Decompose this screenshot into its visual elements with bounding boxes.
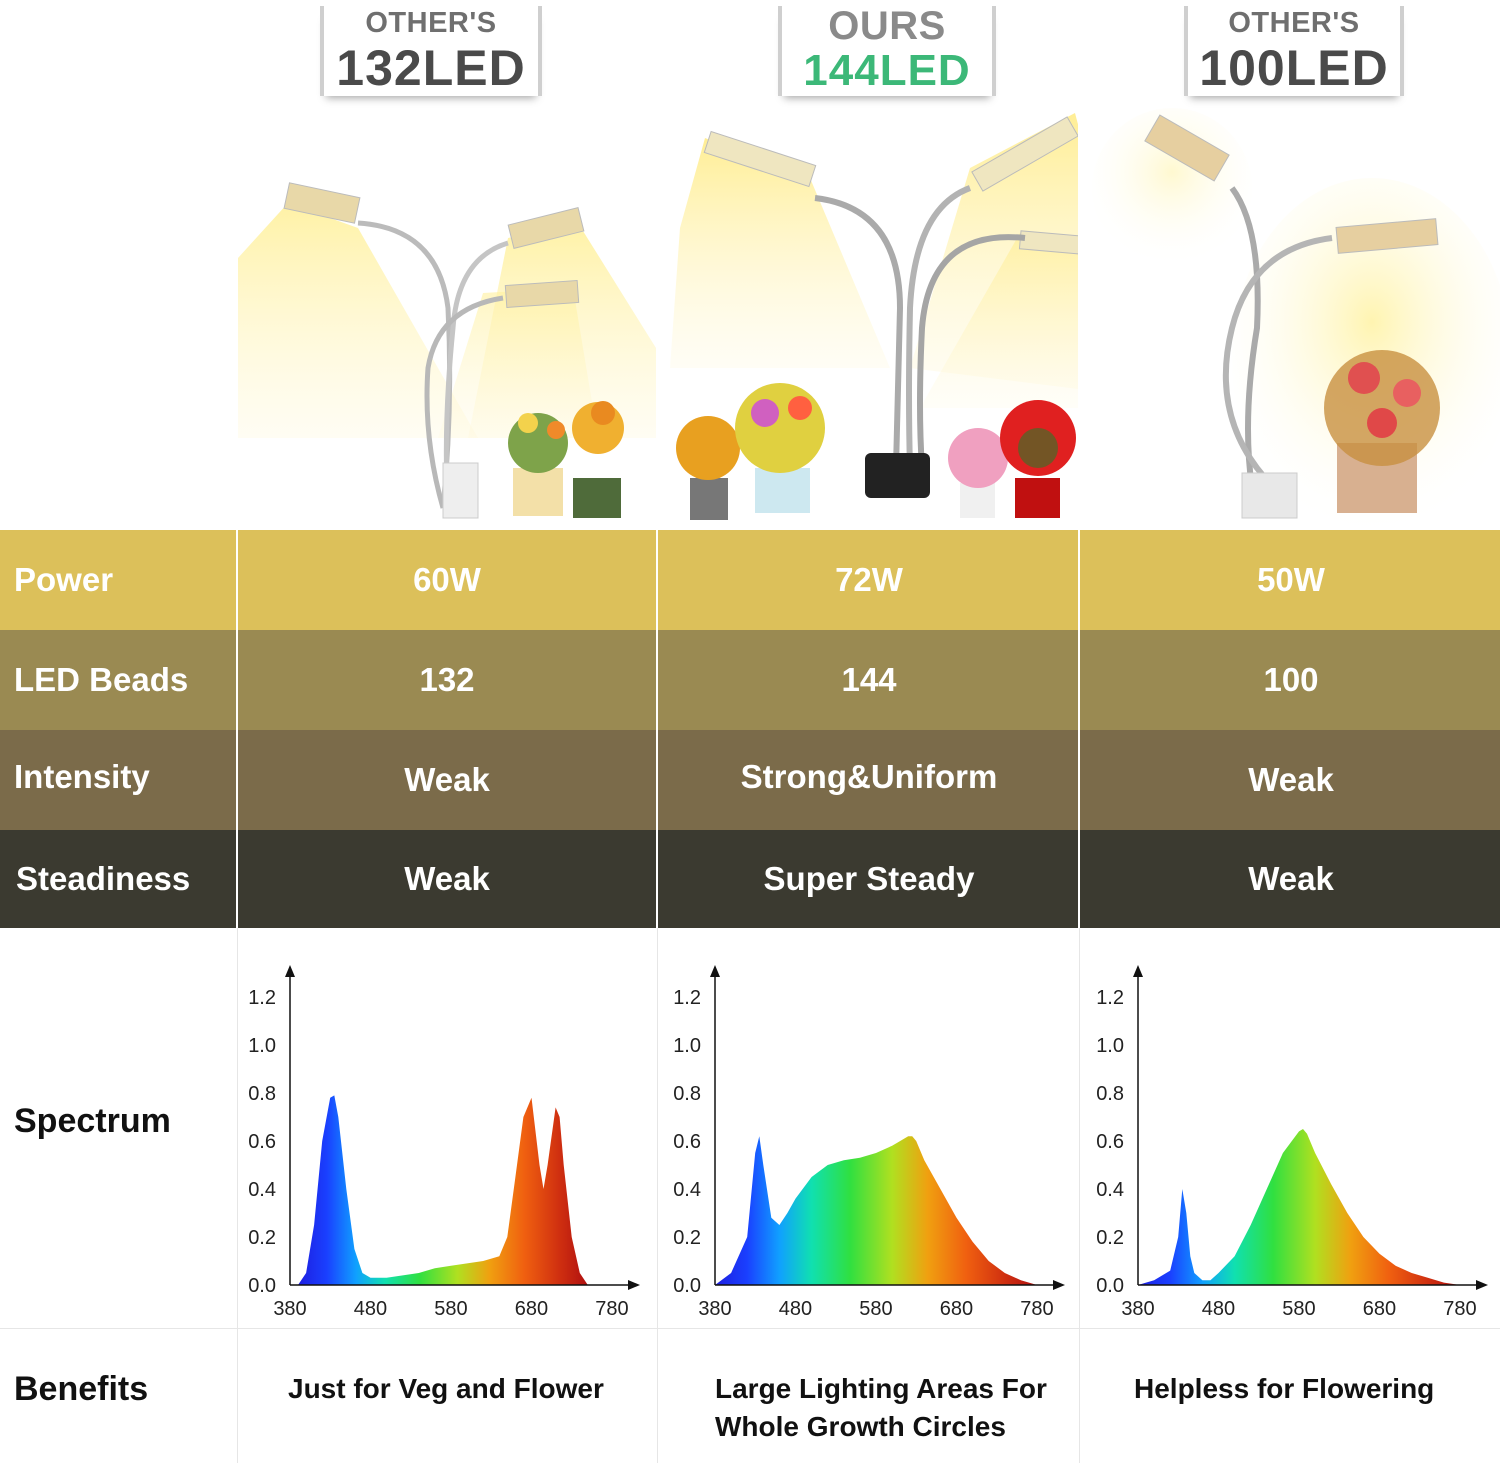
x-tick-label: 580 bbox=[1282, 1298, 1315, 1320]
x-axis-arrow bbox=[1476, 1280, 1488, 1290]
power-value-100led: 50W bbox=[1257, 561, 1325, 598]
row-label-intensity: Intensity bbox=[14, 758, 150, 795]
product-photo-144led bbox=[660, 108, 1078, 528]
x-tick-label: 380 bbox=[698, 1298, 731, 1320]
header-label-big: 100LED bbox=[1199, 40, 1389, 96]
y-tick-label: 0.0 bbox=[673, 1275, 701, 1297]
y-tick-label: 0.8 bbox=[673, 1083, 701, 1105]
led-beads-row: LED Beads 132 144 100 bbox=[0, 630, 1500, 730]
led-beads-value-132led: 132 bbox=[419, 661, 475, 698]
header-others-132: OTHER'S 132LED bbox=[320, 6, 542, 96]
benefit-text-132led: Just for Veg and Flower bbox=[288, 1370, 604, 1408]
benefit-line: Just for Veg and Flower bbox=[288, 1373, 604, 1404]
y-tick-label: 0.2 bbox=[1096, 1227, 1124, 1249]
y-tick-label: 0.0 bbox=[248, 1275, 276, 1297]
power-value-144led: 72W bbox=[835, 561, 903, 598]
header-label-small: OTHER'S bbox=[1228, 7, 1360, 39]
intensity-value-132led: Weak bbox=[404, 761, 490, 798]
x-axis-arrow bbox=[1053, 1280, 1065, 1290]
x-tick-label: 580 bbox=[859, 1298, 892, 1320]
y-tick-label: 0.0 bbox=[1096, 1275, 1124, 1297]
y-axis-arrow bbox=[1133, 965, 1143, 977]
benefit-text-144led: Large Lighting Areas For Whole Growth Ci… bbox=[715, 1370, 1047, 1446]
header-label-big: 144LED bbox=[803, 46, 971, 95]
product-photo-100led bbox=[1082, 108, 1500, 528]
intensity-row: Intensity Weak Strong&Uniform Weak bbox=[0, 730, 1500, 830]
steadiness-value-132led: Weak bbox=[404, 860, 490, 897]
y-tick-label: 0.6 bbox=[673, 1131, 701, 1153]
led-beads-value-100led: 100 bbox=[1263, 661, 1319, 698]
x-tick-label: 680 bbox=[1363, 1298, 1396, 1320]
spectrum-chart-144led: 0.0 0.2 0.4 0.6 0.8 1.0 1.2 380 480 580 680 780 bbox=[667, 955, 1077, 1325]
x-tick-label: 780 bbox=[595, 1298, 628, 1320]
row-label-steadiness: Steadiness bbox=[16, 860, 191, 897]
header-label-big: 132LED bbox=[336, 40, 526, 96]
spectrum-svg: 0.0 0.2 0.4 0.6 0.8 1.0 1.2 380 480 580 680 780 bbox=[248, 965, 640, 1320]
steadiness-value-100led: Weak bbox=[1248, 860, 1334, 897]
y-tick-label: 1.0 bbox=[1096, 1035, 1124, 1057]
y-tick-label: 1.0 bbox=[248, 1035, 276, 1057]
steadiness-value-144led: Super Steady bbox=[763, 860, 975, 897]
y-tick-label: 0.4 bbox=[1096, 1179, 1124, 1201]
column-divider bbox=[236, 530, 238, 928]
y-tick-label: 0.6 bbox=[1096, 1131, 1124, 1153]
column-divider bbox=[1078, 530, 1080, 928]
spectrum-area bbox=[715, 1136, 1037, 1285]
power-row: Power 60W 72W 50W bbox=[0, 530, 1500, 630]
row-label-power: Power bbox=[14, 561, 114, 598]
led-beads-value-144led: 144 bbox=[841, 661, 897, 698]
y-tick-label: 0.2 bbox=[673, 1227, 701, 1249]
spectrum-svg: 0.0 0.2 0.4 0.6 0.8 1.0 1.2 380 480 580 680 780 bbox=[1096, 965, 1488, 1320]
row-divider bbox=[0, 1328, 1500, 1329]
intensity-value-144led: Strong&Uniform bbox=[740, 758, 998, 795]
y-axis-arrow bbox=[710, 965, 720, 977]
x-tick-label: 480 bbox=[354, 1298, 387, 1320]
x-axis-arrow bbox=[628, 1280, 640, 1290]
benefit-line: Whole Growth Circles bbox=[715, 1411, 1006, 1442]
y-tick-label: 1.2 bbox=[673, 987, 701, 1009]
x-tick-label: 580 bbox=[434, 1298, 467, 1320]
y-tick-label: 1.2 bbox=[248, 987, 276, 1009]
y-tick-label: 0.4 bbox=[673, 1179, 701, 1201]
x-tick-label: 780 bbox=[1020, 1298, 1053, 1320]
spectrum-chart-100led: 0.0 0.2 0.4 0.6 0.8 1.0 1.2 380 480 580 680 780 bbox=[1090, 955, 1500, 1325]
product-photo-132led bbox=[238, 108, 656, 528]
column-divider bbox=[657, 928, 658, 1463]
header-label-small: OURS bbox=[828, 4, 946, 48]
spectrum-area bbox=[298, 1095, 588, 1285]
power-value-132led: 60W bbox=[413, 561, 481, 598]
x-tick-label: 480 bbox=[779, 1298, 812, 1320]
benefit-line: Helpless for Flowering bbox=[1134, 1373, 1435, 1404]
column-divider bbox=[656, 530, 658, 928]
spectrum-chart-132led: 0.0 0.2 0.4 0.6 0.8 1.0 1.2 380 480 580 680 780 bbox=[242, 955, 652, 1325]
row-label-benefits: Benefits bbox=[14, 1370, 149, 1408]
y-tick-label: 0.2 bbox=[248, 1227, 276, 1249]
spectrum-svg: 0.0 0.2 0.4 0.6 0.8 1.0 1.2 380 480 580 680 780 bbox=[673, 965, 1065, 1320]
x-tick-label: 380 bbox=[1121, 1298, 1154, 1320]
x-tick-label: 680 bbox=[515, 1298, 548, 1320]
intensity-value-100led: Weak bbox=[1248, 761, 1334, 798]
y-tick-label: 1.2 bbox=[1096, 987, 1124, 1009]
row-label-spectrum: Spectrum bbox=[14, 1102, 171, 1140]
x-tick-label: 480 bbox=[1202, 1298, 1235, 1320]
benefit-text-100led: Helpless for Flowering bbox=[1134, 1370, 1434, 1408]
steadiness-row: Steadiness Weak Super Steady Weak bbox=[0, 830, 1500, 928]
x-tick-label: 380 bbox=[273, 1298, 306, 1320]
y-tick-label: 0.6 bbox=[248, 1131, 276, 1153]
y-tick-label: 1.0 bbox=[673, 1035, 701, 1057]
header-label-small: OTHER'S bbox=[365, 7, 497, 39]
column-divider bbox=[237, 928, 238, 1463]
header-ours-144: OURS 144LED bbox=[778, 6, 996, 96]
x-tick-label: 780 bbox=[1443, 1298, 1476, 1320]
header-others-100: OTHER'S 100LED bbox=[1184, 6, 1404, 96]
column-divider bbox=[1079, 928, 1080, 1463]
y-tick-label: 0.8 bbox=[1096, 1083, 1124, 1105]
benefit-line: Large Lighting Areas For bbox=[715, 1373, 1047, 1404]
spectrum-area bbox=[1138, 1129, 1460, 1285]
y-tick-label: 0.4 bbox=[248, 1179, 276, 1201]
x-tick-label: 680 bbox=[940, 1298, 973, 1320]
row-label-led-beads: LED Beads bbox=[14, 661, 189, 698]
y-tick-label: 0.8 bbox=[248, 1083, 276, 1105]
y-axis-arrow bbox=[285, 965, 295, 977]
